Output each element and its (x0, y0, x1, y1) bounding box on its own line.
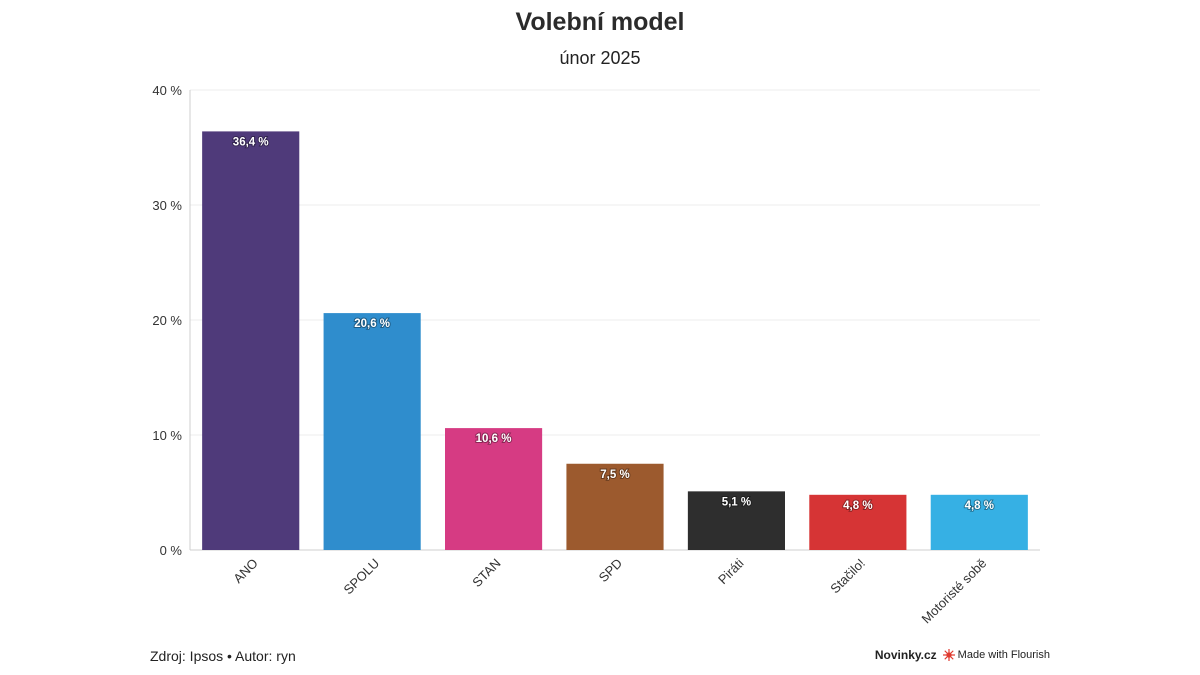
x-tick-label: STAN (469, 556, 503, 590)
bar (566, 463, 664, 550)
bar (809, 494, 907, 550)
x-tick-label: SPOLU (340, 556, 382, 598)
x-tick-label: Motoristé sobě (919, 556, 990, 627)
flourish-credit-label: Made with Flourish (957, 649, 1050, 661)
chart-title: Volební model (515, 8, 685, 36)
y-tick-label: 10 % (152, 428, 182, 443)
data-label: 10,6 % (476, 433, 512, 445)
y-tick-label: 20 % (152, 313, 182, 328)
bar (445, 428, 543, 550)
bar (323, 313, 421, 550)
flourish-icon (942, 649, 955, 661)
y-tick-label: 40 % (152, 83, 182, 98)
source-note: Zdroj: Ipsos • Autor: ryn (150, 648, 296, 664)
novinky-logo: Novinky.cz (874, 648, 937, 662)
data-label: 5,1 % (722, 496, 751, 508)
y-tick-label: 0 % (160, 543, 183, 558)
x-tick-label: ANO (230, 556, 261, 587)
x-tick-label: Stačilo! (827, 556, 868, 597)
data-label: 20,6 % (354, 318, 390, 330)
bar (930, 494, 1028, 550)
chart-subtitle: únor 2025 (559, 48, 641, 68)
x-tick-label: Piráti (715, 555, 747, 587)
data-label: 4,8 % (843, 500, 872, 512)
footer-brand: Novinky.cz Made with Flourish (875, 648, 1050, 662)
flourish-credit[interactable]: Made with Flourish (942, 649, 1050, 661)
data-label: 7,5 % (600, 469, 629, 481)
bar (687, 491, 785, 550)
y-tick-label: 30 % (152, 198, 182, 213)
x-tick-label: SPD (596, 556, 626, 586)
bar (202, 131, 300, 550)
data-label: 4,8 % (965, 500, 994, 512)
data-label: 36,4 % (233, 136, 269, 148)
